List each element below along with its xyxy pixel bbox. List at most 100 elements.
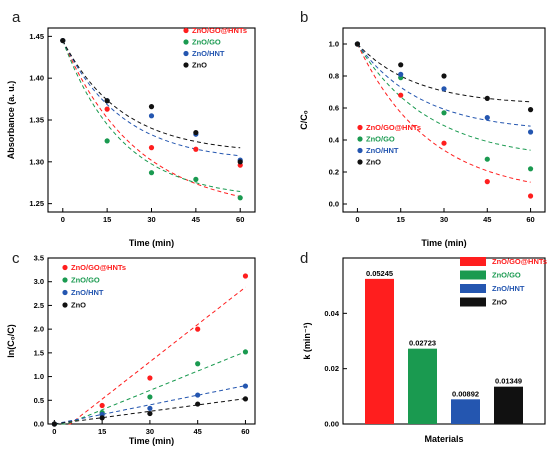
legend-label: ZnO/HNT	[192, 49, 225, 58]
data-point-zno-go-hnts	[147, 375, 153, 381]
y-axis-label: Absorbance (a. u.)	[6, 81, 16, 160]
legend-marker-zno-go	[62, 277, 68, 283]
chart-panel-a: a 1.25 1.30 1.35 1.40 1.45 Time (min) Absorbanc…	[6, 9, 256, 248]
data-point-zno	[237, 159, 243, 165]
data-point-zno-go	[441, 110, 447, 116]
data-point-zno	[484, 95, 490, 101]
legend-marker-zno	[357, 159, 363, 165]
data-point-zno-go	[147, 394, 153, 400]
data-point-zno	[354, 41, 361, 47]
data-point-zno	[148, 104, 155, 110]
plot-frame	[47, 257, 256, 425]
legend-label: ZnO	[192, 61, 207, 70]
x-axis-label: Time (min)	[129, 238, 174, 248]
legend-label: ZnO/GO@HNTs	[192, 26, 247, 35]
legend-label: ZnO/HNT	[492, 284, 525, 293]
x-tick-label: 45	[192, 215, 200, 224]
legend-label: ZnO	[71, 301, 86, 310]
legend-label: ZnO/GO@HNTs	[366, 123, 421, 132]
bar-zno-go-hnts	[365, 278, 394, 424]
panel-label: c	[12, 250, 20, 267]
x-tick-label: 0	[52, 427, 56, 436]
data-point-zno-go-hnts	[148, 145, 155, 151]
data-point-zno	[51, 421, 57, 427]
fit-curve-zno-go-hnts	[54, 286, 246, 425]
fit-curve-zno-go	[62, 40, 241, 192]
data-point-zno-hnt	[398, 71, 404, 77]
data-point-zno-hnt	[527, 129, 534, 135]
x-tick-label: 0	[355, 215, 359, 224]
data-point-zno-go	[527, 166, 534, 172]
bar-zno-hnt	[451, 399, 480, 424]
data-point-zno-go	[195, 361, 201, 367]
bar-value-label: 0.01349	[495, 377, 522, 386]
data-point-zno-hnt	[441, 86, 447, 92]
legend-marker-zno	[62, 302, 68, 308]
y-tick-label: 1.0	[329, 40, 339, 49]
y-tick-label: 0.0	[329, 200, 339, 209]
chart-panel-d: d 0.00 0.02 0.04 Materials k (min⁻¹) 0.05245 0.…	[300, 250, 547, 444]
legend-marker-zno-hnt	[183, 50, 189, 57]
legend-marker-zno-hnt	[62, 289, 68, 296]
y-tick-label: 2.0	[34, 325, 44, 334]
panel-label: b	[300, 9, 308, 26]
x-tick-label: 15	[98, 427, 106, 436]
fit-curve-zno-go	[54, 351, 246, 425]
legend-label: ZnO	[492, 298, 507, 307]
bar-value-label: 0.05245	[366, 269, 393, 278]
plot-frame	[342, 257, 546, 425]
legend-swatch-zno	[460, 297, 486, 307]
legend-label: ZnO/HNT	[71, 288, 104, 297]
x-tick-label: 60	[526, 215, 534, 224]
x-axis-label: Time (min)	[129, 436, 174, 446]
data-point-zno-go	[237, 195, 243, 201]
fit-curve-zno-go	[356, 43, 531, 151]
y-tick-label: 1.40	[29, 74, 44, 83]
data-point-zno	[195, 401, 201, 407]
fit-curve-zno	[62, 40, 241, 149]
legend-label: ZnO/GO	[366, 135, 395, 144]
fit-curve-zno-hnt	[54, 385, 246, 425]
legend-label: ZnO/HNT	[366, 146, 399, 155]
x-axis-label: Time (min)	[421, 238, 466, 248]
y-tick-label: 0.4	[329, 136, 340, 145]
legend-marker-zno-hnt	[357, 147, 363, 154]
bar-zno-go	[408, 348, 437, 424]
data-point-zno-go-hnts	[484, 179, 490, 185]
x-tick-label: 60	[241, 427, 249, 436]
data-point-zno-go	[193, 176, 199, 182]
y-tick-label: 0.6	[329, 104, 339, 113]
data-point-zno-hnt	[195, 392, 201, 398]
panel-label: a	[12, 9, 21, 26]
data-point-zno-go	[148, 170, 155, 176]
chart-panel-c: c 0.0 0.5 1.0 1.5 2.0 2.5 3.0 3.5 Time (min) ln(C₀…	[6, 250, 256, 446]
data-point-zno	[242, 396, 249, 402]
data-point-zno-go-hnts	[398, 92, 404, 98]
data-point-zno-go	[242, 349, 249, 355]
panel-label: d	[300, 250, 308, 267]
bar-value-label: 0.00892	[452, 389, 479, 398]
data-point-zno-go	[484, 156, 490, 162]
y-axis-label: ln(C₀/C)	[6, 324, 16, 358]
data-point-zno	[147, 410, 153, 417]
fit-curve-zno-go-hnts	[62, 40, 241, 197]
legend-label: ZnO	[366, 158, 381, 167]
data-point-zno	[60, 37, 66, 44]
legend-marker-zno-go-hnts	[357, 124, 363, 131]
y-tick-label: 1.25	[29, 199, 44, 208]
data-point-zno-go-hnts	[441, 140, 447, 146]
y-tick-label: 3.5	[34, 254, 44, 263]
y-tick-label: 3.0	[34, 277, 44, 286]
y-tick-label: 0.5	[34, 396, 44, 405]
x-tick-label: 0	[61, 215, 65, 224]
data-point-zno-hnt	[147, 405, 153, 411]
legend-label: ZnO/GO	[71, 276, 100, 285]
data-point-zno-go-hnts	[527, 193, 534, 199]
legend-marker-zno-go-hnts	[62, 264, 68, 271]
x-tick-label: 30	[146, 427, 154, 436]
y-tick-label: 0.2	[329, 168, 339, 177]
data-point-zno	[99, 415, 105, 421]
fit-curve-zno-go-hnts	[356, 43, 531, 183]
x-tick-label: 45	[483, 215, 491, 224]
